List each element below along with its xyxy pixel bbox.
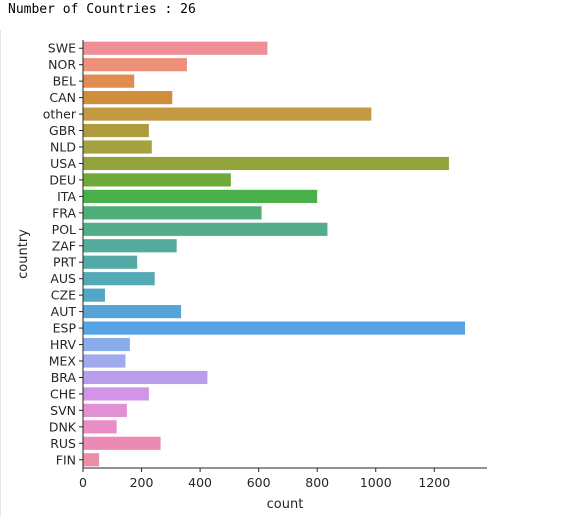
x-tick-label-200: 200 — [130, 475, 154, 490]
y-tick-label-dnk: DNK — [49, 419, 77, 434]
x-tick-label-400: 400 — [188, 475, 212, 490]
bar-hrv — [83, 337, 130, 352]
x-tick-label-0: 0 — [79, 475, 87, 490]
y-tick-label-fra: FRA — [52, 205, 76, 220]
bar-esp — [83, 321, 466, 335]
y-tick-label-esp: ESP — [53, 321, 77, 336]
y-tick-label-deu: DEU — [49, 172, 76, 187]
bar-usa — [83, 156, 449, 171]
bar-prt — [83, 255, 138, 269]
bar-che — [83, 387, 149, 401]
y-tick-label-prt: PRT — [53, 255, 76, 270]
y-tick-label-hrv: HRV — [50, 337, 76, 352]
y-tick-label-usa: USA — [50, 156, 76, 171]
x-tick-label-800: 800 — [305, 475, 329, 490]
y-tick-label-fin: FIN — [56, 452, 76, 467]
y-tick-label-aus: AUS — [50, 271, 76, 286]
bar-nld — [83, 140, 152, 154]
bar-bra — [83, 370, 208, 385]
y-tick-label-swe: SWE — [48, 41, 76, 56]
x-ticks: 0 200 400 600 800 1000 1200 — [79, 468, 450, 490]
bar-can — [83, 91, 173, 105]
y-axis-label: country — [16, 229, 31, 279]
y-tick-label-svn: SVN — [50, 403, 76, 418]
y-tick-label-nld: NLD — [50, 140, 76, 155]
bar-zaf — [83, 239, 177, 253]
bar-cze — [83, 288, 105, 302]
y-tick-label-bel: BEL — [53, 74, 76, 89]
bar-nor — [83, 58, 187, 72]
y-tick-label-aut: AUT — [51, 304, 77, 319]
bar-aut — [83, 305, 182, 319]
y-tick-label-mex: MEX — [49, 354, 77, 369]
bar-fra — [83, 206, 262, 220]
bar-mex — [83, 354, 126, 368]
bar-gbr — [83, 123, 149, 138]
bar-other — [83, 107, 372, 121]
y-tick-label-rus: RUS — [50, 436, 76, 451]
bars-group — [83, 41, 466, 467]
x-tick-label-1200: 1200 — [418, 475, 450, 490]
bar-svn — [83, 403, 127, 417]
bar-aus — [83, 272, 155, 286]
y-tick-label-che: CHE — [50, 386, 76, 401]
y-tick-label-pol: POL — [52, 222, 76, 237]
bar-deu — [83, 173, 231, 187]
x-tick-label-1000: 1000 — [360, 475, 392, 490]
y-tick-label-bra: BRA — [51, 370, 77, 385]
bar-rus — [83, 436, 161, 450]
y-tick-label-can: CAN — [49, 90, 76, 105]
bar-dnk — [83, 420, 117, 434]
y-tick-label-gbr: GBR — [49, 123, 76, 138]
bar-ita — [83, 189, 318, 203]
bar-pol — [83, 222, 328, 236]
y-tick-label-cze: CZE — [51, 288, 76, 303]
y-tick-label-nor: NOR — [48, 57, 76, 72]
x-tick-label-600: 600 — [247, 475, 271, 490]
bar-swe — [83, 41, 268, 55]
y-tick-label-other: other — [43, 107, 77, 122]
bar-fin — [83, 453, 100, 467]
cell-output-header: Number of Countries : 26 — [8, 2, 196, 17]
cell-left-border — [0, 30, 1, 516]
bar-bel — [83, 74, 135, 88]
y-tick-label-zaf: ZAF — [52, 238, 76, 253]
x-axis-label: count — [267, 497, 304, 512]
y-tick-label-ita: ITA — [57, 189, 76, 204]
